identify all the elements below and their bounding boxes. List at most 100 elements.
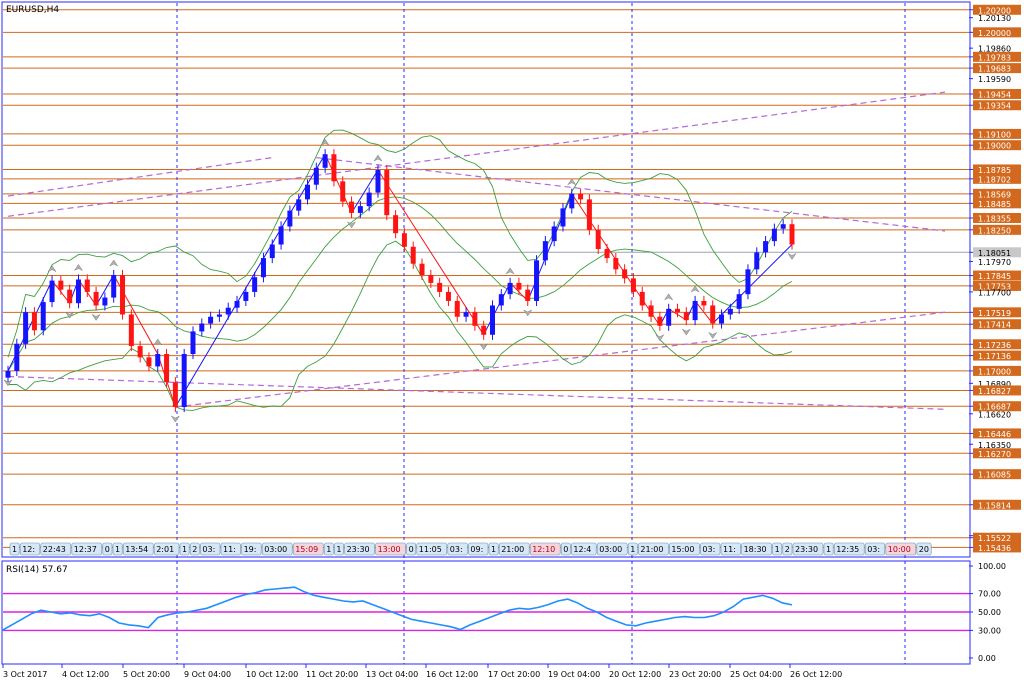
timestamp-chip [189,542,200,556]
candle-body [586,199,592,230]
timestamp-chip [323,542,334,556]
price-label-bg [973,140,1021,151]
time-label: 20 Oct 12:00 [609,670,661,679]
timestamp-text: 03: [450,545,463,554]
candle-body [639,291,645,306]
price-label-bg [973,339,1021,350]
price-label: 1.15522 [978,534,1011,543]
candle-body [234,300,240,308]
candle-body [736,294,742,309]
candle-body [622,269,628,279]
fractal-down-marker [787,252,797,260]
zigzag-segment [351,169,379,214]
timestamp-text: 12: [22,545,35,554]
candle-body [401,233,407,247]
timestamp-text: 12:37 [74,545,97,554]
candle-body [771,228,777,242]
price-label: 1.19683 [978,65,1011,74]
timestamp-chip [498,542,530,556]
candle-body [84,279,90,292]
candle-body [366,192,372,207]
candle-body [454,300,460,317]
timestamp-text: 13:00 [378,545,401,554]
fractal-up-marker [320,138,330,146]
fractal-up-marker [373,154,383,162]
price-label: 1.15436 [978,544,1011,553]
timestamp-chip [741,542,772,556]
price-label-bg [973,4,1021,15]
timestamp-text: 09: [470,545,483,554]
timestamp-chip [669,542,700,556]
timestamp-chip [102,542,113,556]
rsi-tick-label: 50.00 [978,608,1001,617]
candle-body [719,314,725,324]
timestamp-chip [700,542,721,556]
timestamp-text: 2 [192,545,197,554]
fractal-down-marker [681,328,692,336]
price-label: 1.18355 [978,214,1011,223]
timestamp-chip [447,542,468,556]
timestamp-chip [772,542,783,556]
price-label: 1.19100 [978,130,1011,139]
timestamp-text: 22:43 [43,545,66,554]
candle-body [199,323,205,332]
timestamp-text: 2 [785,545,790,554]
candle-body [551,226,557,242]
timestamp-text: 23:30 [347,545,370,554]
candle-body [155,353,161,367]
candle-body [225,307,231,315]
trendline [7,157,273,197]
time-label: 11 Oct 20:00 [306,670,358,679]
price-label-bg [973,51,1021,62]
price-label-bg [973,499,1021,510]
rsi-label: RSI(14) 57.67 [6,565,68,575]
fractal-down-marker [3,379,13,387]
timestamp-text: 0 [563,545,568,554]
price-label-bg [973,532,1021,543]
time-label: 10 Oct 12:00 [246,670,298,679]
price-label-bg [973,164,1021,175]
timestamp-text: 18:30 [744,545,767,554]
timestamp-text: 03:00 [264,545,287,554]
candle-body [313,167,319,185]
price-label: 1.17970 [978,258,1011,267]
candle-body [683,312,689,321]
candle-body [322,154,328,168]
fractal-down-marker [170,415,181,423]
timestamp-chip [468,542,489,556]
candle-body [789,224,795,245]
price-label: 1.19000 [978,142,1011,151]
candle-body [331,154,337,182]
price-label: 1.15814 [978,501,1011,510]
candle-body [111,274,117,298]
candle-body [745,269,751,295]
timestamp-chip [885,542,917,556]
candle-body [357,206,363,213]
trendline [316,157,946,232]
fractal-up-marker [153,338,163,346]
rsi-tick-label: 70.00 [978,590,1001,599]
chart-title: EURUSD,H4 [6,5,59,15]
price-label-bg [973,280,1021,291]
timestamp-text: 1 [630,545,635,554]
candle-body [243,291,249,301]
time-label: 4 Oct 12:00 [62,670,109,679]
candle-body [657,316,663,326]
timestamp-chip [529,542,561,556]
time-label: 5 Oct 20:00 [123,670,170,679]
price-label-bg [973,88,1021,99]
bollinger-upper [7,129,793,358]
candle-body [428,274,434,283]
timestamp-chip [261,542,293,556]
fractal-up-marker [47,265,57,273]
candle-body [437,282,443,292]
price-label: 1.17414 [978,321,1011,330]
timestamp-chip [416,542,448,556]
price-label-bg [973,469,1021,480]
timestamp-chip [782,542,793,556]
price-label: 1.19354 [978,102,1011,111]
timestamp-chip [153,542,180,556]
candle-body [710,305,716,324]
timestamp-text: 03: [867,545,880,554]
